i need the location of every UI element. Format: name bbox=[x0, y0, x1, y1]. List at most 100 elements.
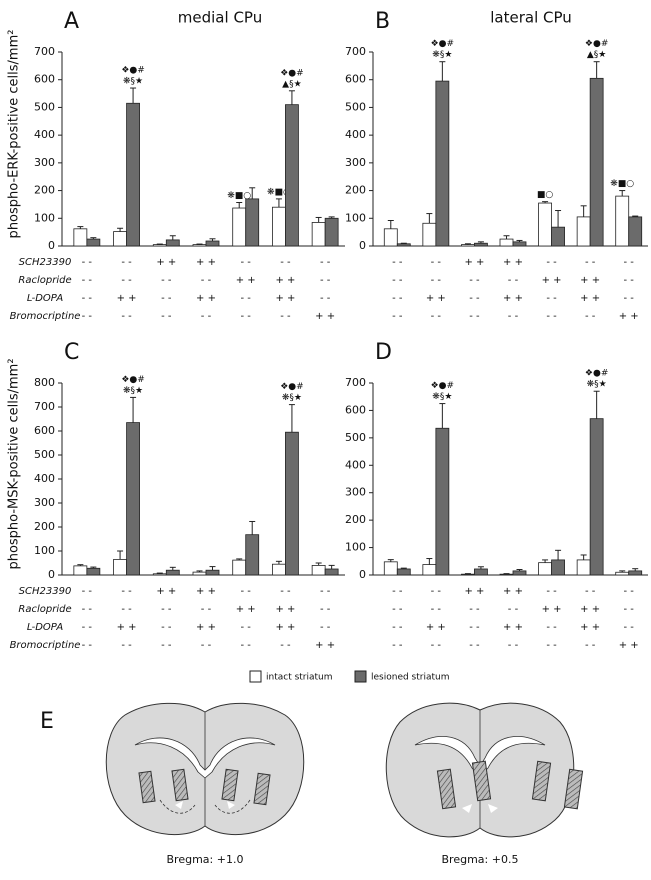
legend-label: lesioned striatum bbox=[371, 673, 449, 683]
treatment-cell: - - bbox=[624, 257, 635, 268]
treatment-cell: - - bbox=[161, 640, 172, 651]
treatment-cell: - - bbox=[82, 622, 93, 633]
bar bbox=[192, 244, 207, 247]
treatment-cell: - - bbox=[201, 275, 212, 286]
treatment-cell: - - bbox=[320, 586, 331, 597]
treatment-cell: - - bbox=[280, 311, 291, 322]
significance-marker: ❖●# bbox=[431, 381, 454, 391]
treatment-cell: - - bbox=[320, 604, 331, 615]
treatment-cell: + + bbox=[236, 604, 256, 615]
bregma-caption: Bregma: +0.5 bbox=[442, 853, 519, 866]
y-tick-label: 100 bbox=[34, 544, 55, 557]
treatment-cell: - - bbox=[585, 586, 596, 597]
bar bbox=[538, 202, 552, 247]
bar bbox=[285, 431, 299, 576]
brain-section-right bbox=[385, 702, 584, 838]
treatment-cell: - - bbox=[392, 275, 403, 286]
y-tick-label: 500 bbox=[34, 448, 55, 461]
treatment-label: Bromocriptine bbox=[10, 311, 81, 322]
treatment-cell: - - bbox=[161, 604, 172, 615]
treatment-cell: - - bbox=[241, 293, 252, 304]
y-tick-label: 100 bbox=[34, 211, 55, 224]
treatment-cell: + + bbox=[117, 293, 137, 304]
y-tick-label: 600 bbox=[34, 73, 55, 86]
bar bbox=[126, 422, 140, 576]
treatment-cell: - - bbox=[320, 275, 331, 286]
bar bbox=[615, 571, 630, 576]
treatment-cell: + + bbox=[503, 293, 523, 304]
treatment-cell: - - bbox=[431, 640, 442, 651]
significance-marker: ❖●# bbox=[585, 369, 608, 379]
panel-label: D bbox=[375, 340, 392, 365]
panel-label: C bbox=[64, 340, 79, 365]
bar bbox=[232, 207, 247, 247]
y-tick-label: 600 bbox=[34, 424, 55, 437]
bar bbox=[152, 573, 167, 576]
treatment-cell: - - bbox=[546, 293, 557, 304]
treatment-cell: + + bbox=[503, 257, 523, 268]
panel-label: E bbox=[40, 709, 54, 734]
treatment-cell: - - bbox=[121, 604, 132, 615]
treatment-cell: + + bbox=[275, 275, 295, 286]
legend-label: intact striatum bbox=[266, 673, 333, 683]
y-tick-label: 200 bbox=[34, 520, 55, 533]
treatment-cell: + + bbox=[315, 311, 335, 322]
y-tick-label: 100 bbox=[345, 211, 366, 224]
treatment-cell: - - bbox=[508, 604, 519, 615]
significance-marker: ❋■○ bbox=[227, 191, 251, 201]
treatment-cell: - - bbox=[624, 293, 635, 304]
bar bbox=[576, 216, 591, 247]
treatment-cell: - - bbox=[241, 257, 252, 268]
treatment-cell: - - bbox=[82, 275, 93, 286]
treatment-cell: + + bbox=[117, 622, 137, 633]
significance-marker: ❖●# bbox=[585, 39, 608, 49]
treatment-cell: - - bbox=[508, 640, 519, 651]
y-tick-label: 200 bbox=[34, 184, 55, 197]
bar bbox=[435, 80, 450, 247]
treatment-cell: - - bbox=[469, 622, 480, 633]
y-tick-label: 300 bbox=[345, 486, 366, 499]
treatment-cell: - - bbox=[508, 275, 519, 286]
treatment-cell: - - bbox=[201, 640, 212, 651]
treatment-cell: - - bbox=[82, 604, 93, 615]
bar bbox=[245, 534, 260, 576]
treatment-cell: - - bbox=[82, 311, 93, 322]
treatment-cell: - - bbox=[431, 311, 442, 322]
y-axis-label: phospho-ERK-positive cells/mm² bbox=[7, 30, 22, 239]
treatment-cell: + + bbox=[580, 275, 600, 286]
treatment-cell: - - bbox=[469, 640, 480, 651]
treatment-cell: - - bbox=[431, 604, 442, 615]
treatment-cell: + + bbox=[580, 293, 600, 304]
significance-marker: ❖●# bbox=[121, 66, 144, 76]
treatment-cell: + + bbox=[315, 640, 335, 651]
bar bbox=[165, 239, 180, 247]
treatment-cell: - - bbox=[320, 257, 331, 268]
treatment-cell: - - bbox=[121, 257, 132, 268]
treatment-cell: - - bbox=[280, 257, 291, 268]
chart-title: medial CPu bbox=[178, 9, 262, 27]
treatment-cell: + + bbox=[426, 622, 446, 633]
treatment-cell: - - bbox=[161, 622, 172, 633]
bar bbox=[73, 228, 88, 247]
bar bbox=[551, 559, 565, 576]
y-axis-label: phospho-MSK-positive cells/mm² bbox=[7, 358, 22, 569]
treatment-cell: - - bbox=[392, 293, 403, 304]
y-tick-label: 400 bbox=[34, 128, 55, 141]
treatment-cell: - - bbox=[241, 586, 252, 597]
significance-marker: ❖●# bbox=[121, 375, 144, 385]
treatment-cell: - - bbox=[392, 640, 403, 651]
treatment-cell: - - bbox=[431, 586, 442, 597]
brain-section-left bbox=[105, 702, 305, 836]
bar bbox=[589, 77, 604, 247]
significance-marker: ❋■○ bbox=[267, 187, 291, 197]
significance-marker: ❖●# bbox=[280, 68, 303, 78]
treatment-cell: + + bbox=[503, 622, 523, 633]
significance-marker: ❖●# bbox=[431, 39, 454, 49]
treatment-cell: - - bbox=[431, 257, 442, 268]
treatment-cell: - - bbox=[320, 293, 331, 304]
bar bbox=[615, 195, 630, 247]
treatment-cell: + + bbox=[542, 275, 562, 286]
treatment-cell: - - bbox=[280, 640, 291, 651]
y-tick-label: 0 bbox=[48, 568, 55, 581]
